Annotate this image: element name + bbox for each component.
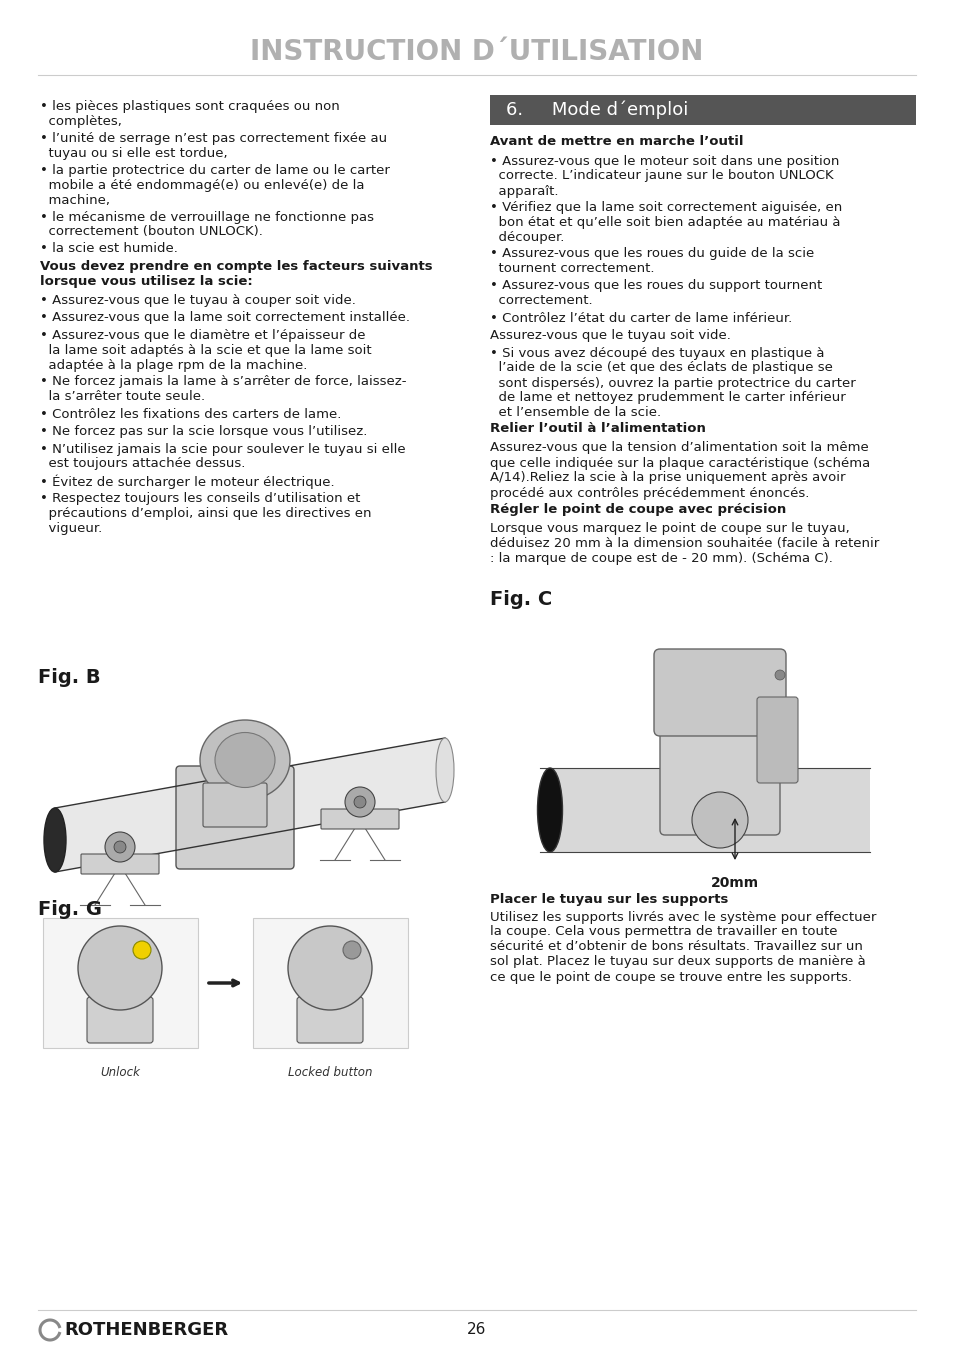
Text: 6.     Mode d´emploi: 6. Mode d´emploi: [505, 101, 688, 119]
Text: • Assurez-vous que les roues du guide de la scie
  tournent correctement.: • Assurez-vous que les roues du guide de…: [490, 247, 814, 275]
Circle shape: [132, 941, 151, 958]
Ellipse shape: [436, 738, 454, 802]
Text: • l’unité de serrage n’est pas correctement fixée au
  tuyau ou si elle est tord: • l’unité de serrage n’est pas correctem…: [40, 132, 387, 161]
Text: Utilisez les supports livrés avec le système pour effectuer
la coupe. Cela vous : Utilisez les supports livrés avec le sys…: [490, 910, 876, 984]
Text: • Contrôlez les fixations des carters de lame.: • Contrôlez les fixations des carters de…: [40, 408, 341, 420]
Polygon shape: [55, 738, 444, 872]
Circle shape: [288, 926, 372, 1010]
Text: • Assurez-vous que le moteur soit dans une position
  correcte. L’indicateur jau: • Assurez-vous que le moteur soit dans u…: [490, 154, 839, 197]
FancyBboxPatch shape: [203, 783, 267, 828]
FancyBboxPatch shape: [175, 765, 294, 869]
Circle shape: [691, 792, 747, 848]
Text: • la partie protectrice du carter de lame ou le carter
  mobile a été endommagé(: • la partie protectrice du carter de lam…: [40, 163, 390, 207]
Ellipse shape: [537, 768, 562, 852]
FancyBboxPatch shape: [654, 649, 785, 736]
Text: Unlock: Unlock: [100, 1066, 140, 1079]
FancyBboxPatch shape: [320, 809, 398, 829]
Text: • N’utilisez jamais la scie pour soulever le tuyau si elle
  est toujours attach: • N’utilisez jamais la scie pour souleve…: [40, 443, 405, 471]
Text: Placer le tuyau sur les supports: Placer le tuyau sur les supports: [490, 892, 727, 906]
Text: Lorsque vous marquez le point de coupe sur le tuyau,
déduisez 20 mm à la dimensi: Lorsque vous marquez le point de coupe s…: [490, 522, 879, 566]
Text: 26: 26: [467, 1323, 486, 1338]
FancyBboxPatch shape: [87, 998, 152, 1044]
Circle shape: [774, 670, 784, 680]
Text: Assurez-vous que le tuyau soit vide.: Assurez-vous que le tuyau soit vide.: [490, 329, 730, 342]
FancyBboxPatch shape: [490, 95, 915, 126]
Circle shape: [105, 832, 135, 863]
Text: • les pièces plastiques sont craquées ou non
  complètes,: • les pièces plastiques sont craquées ou…: [40, 100, 339, 128]
Text: 20mm: 20mm: [710, 876, 759, 890]
FancyBboxPatch shape: [757, 697, 797, 783]
Text: • Vérifiez que la lame soit correctement aiguisée, en
  bon état et qu’elle soit: • Vérifiez que la lame soit correctement…: [490, 201, 841, 244]
Text: Fig. B: Fig. B: [38, 668, 100, 687]
Text: ROTHENBERGER: ROTHENBERGER: [64, 1322, 228, 1339]
Text: Locked button: Locked button: [288, 1066, 373, 1079]
Text: Vous devez prendre en compte les facteurs suivants
lorsque vous utilisez la scie: Vous devez prendre en compte les facteur…: [40, 261, 432, 288]
Text: • Respectez toujours les conseils d’utilisation et
  précautions d’emploi, ainsi: • Respectez toujours les conseils d’util…: [40, 491, 371, 535]
Ellipse shape: [214, 733, 274, 787]
Text: • Contrôlez l’état du carter de lame inférieur.: • Contrôlez l’état du carter de lame inf…: [490, 312, 791, 324]
FancyBboxPatch shape: [296, 998, 363, 1044]
Text: • le mécanisme de verrouillage ne fonctionne pas
  correctement (bouton UNLOCK).: • le mécanisme de verrouillage ne foncti…: [40, 211, 374, 239]
FancyBboxPatch shape: [253, 918, 408, 1048]
Text: Relier l’outil à l’alimentation: Relier l’outil à l’alimentation: [490, 423, 705, 435]
Text: • Assurez-vous que le diamètre et l’épaisseur de
  la lame soit adaptés à la sci: • Assurez-vous que le diamètre et l’épai…: [40, 329, 372, 373]
Text: Fig. G: Fig. G: [38, 900, 102, 919]
FancyBboxPatch shape: [43, 918, 198, 1048]
Text: • Assurez-vous que le tuyau à couper soit vide.: • Assurez-vous que le tuyau à couper soi…: [40, 294, 355, 306]
Ellipse shape: [44, 809, 66, 872]
Text: • Si vous avez découpé des tuyaux en plastique à
  l’aide de la scie (et que des: • Si vous avez découpé des tuyaux en pla…: [490, 347, 855, 420]
Text: • la scie est humide.: • la scie est humide.: [40, 243, 177, 255]
Text: INSTRUCTION D´UTILISATION: INSTRUCTION D´UTILISATION: [250, 38, 703, 66]
Text: Régler le point de coupe avec précision: Régler le point de coupe avec précision: [490, 502, 785, 516]
Text: Avant de mettre en marche l’outil: Avant de mettre en marche l’outil: [490, 135, 742, 148]
Ellipse shape: [200, 720, 290, 801]
FancyBboxPatch shape: [81, 855, 159, 873]
Text: • Assurez-vous que la lame soit correctement installée.: • Assurez-vous que la lame soit correcte…: [40, 312, 410, 324]
Text: • Assurez-vous que les roues du support tournent
  correctement.: • Assurez-vous que les roues du support …: [490, 279, 821, 308]
FancyBboxPatch shape: [659, 684, 780, 836]
Circle shape: [113, 841, 126, 853]
Polygon shape: [550, 768, 869, 852]
Circle shape: [345, 787, 375, 817]
Text: • Ne forcez jamais la lame à s’arrêter de force, laissez-
  la s’arrêter toute s: • Ne forcez jamais la lame à s’arrêter d…: [40, 375, 406, 404]
Text: • Ne forcez pas sur la scie lorsque vous l’utilisez.: • Ne forcez pas sur la scie lorsque vous…: [40, 425, 367, 437]
Circle shape: [78, 926, 162, 1010]
Circle shape: [343, 941, 360, 958]
Text: Assurez-vous que la tension d’alimentation soit la même
que celle indiquée sur l: Assurez-vous que la tension d’alimentati…: [490, 441, 869, 500]
Circle shape: [354, 796, 366, 809]
Text: • Évitez de surcharger le moteur électrique.: • Évitez de surcharger le moteur électri…: [40, 474, 335, 489]
Text: Fig. C: Fig. C: [490, 590, 552, 609]
